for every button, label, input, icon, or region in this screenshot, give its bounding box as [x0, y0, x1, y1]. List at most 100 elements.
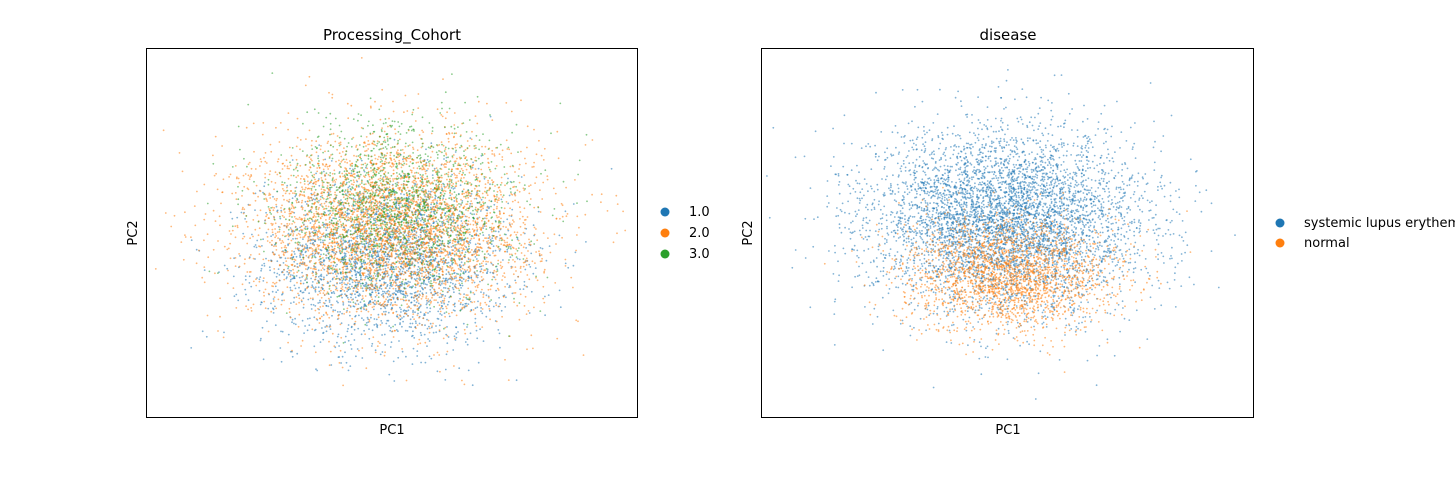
scatter-point — [434, 234, 437, 236]
scatter-point — [466, 215, 468, 218]
scatter-point — [514, 260, 516, 263]
scatter-point — [323, 276, 325, 279]
scatter-point — [480, 291, 482, 293]
scatter-point — [415, 230, 418, 233]
scatter-point — [344, 341, 346, 344]
scatter-point — [322, 267, 324, 269]
scatter-point — [262, 191, 264, 194]
scatter-point — [231, 217, 234, 220]
scatter-point — [254, 258, 256, 260]
scatter-point — [344, 335, 347, 338]
scatter-point — [333, 276, 335, 279]
scatter-point — [391, 272, 394, 274]
scatter-point — [377, 178, 380, 181]
scatter-point — [516, 231, 519, 234]
scatter-point — [394, 284, 397, 287]
scatter-point — [466, 338, 469, 341]
scatter-point — [354, 224, 357, 226]
scatter-point — [410, 301, 412, 304]
scatter-point — [297, 325, 300, 328]
scatter-point — [291, 223, 293, 225]
scatter-point — [410, 169, 413, 172]
scatter-point — [405, 234, 408, 237]
scatter-point — [275, 275, 278, 278]
scatter-point — [302, 248, 305, 251]
scatter-point — [371, 252, 374, 254]
scatter-point — [291, 250, 293, 252]
scatter-point — [417, 198, 420, 201]
scatter-point — [322, 235, 325, 238]
scatter-point — [494, 278, 497, 281]
scatter-point — [311, 270, 314, 273]
scatter-point — [318, 312, 320, 314]
scatter-point — [275, 245, 277, 248]
scatter-point — [368, 178, 371, 181]
scatter-point — [333, 169, 336, 172]
scatter-point — [352, 305, 355, 308]
scatter-point — [486, 270, 489, 273]
scatter-point — [260, 301, 263, 304]
scatter-point — [466, 343, 469, 346]
scatter-point — [290, 254, 293, 257]
scatter-point — [525, 285, 528, 288]
scatter-point — [482, 296, 485, 298]
scatter-point — [277, 298, 280, 301]
scatter-point — [293, 258, 296, 261]
scatter-point — [349, 344, 352, 346]
scatter-point — [444, 315, 446, 318]
scatter-point — [401, 270, 404, 273]
scatter-point — [328, 91, 330, 94]
scatter-point — [259, 158, 262, 161]
scatter-point — [358, 314, 360, 317]
scatter-point — [422, 255, 424, 258]
scatter-point — [442, 144, 445, 147]
scatter-point — [489, 271, 492, 274]
scatter-point — [291, 355, 294, 358]
scatter-point — [295, 158, 298, 161]
scatter-point — [391, 296, 394, 299]
scatter-point — [474, 222, 477, 224]
scatter-point — [184, 236, 187, 238]
scatter-point — [340, 160, 343, 163]
scatter-point — [406, 285, 409, 288]
scatter-point — [298, 297, 301, 300]
scatter-point — [325, 163, 328, 166]
scatter-point — [494, 249, 497, 252]
scatter-point — [313, 264, 315, 267]
scatter-point — [331, 292, 333, 294]
scatter-point — [435, 271, 438, 274]
scatter-point — [469, 212, 472, 215]
scatter-point — [444, 280, 447, 283]
scatter-point — [281, 162, 284, 165]
scatter-point — [354, 269, 356, 272]
scatter-point — [355, 252, 358, 255]
scatter-point — [487, 179, 489, 182]
scatter-point — [421, 295, 424, 298]
scatter-point — [513, 221, 515, 223]
scatter-point — [339, 250, 341, 252]
scatter-point — [456, 236, 458, 239]
scatter-point — [380, 158, 382, 161]
scatter-point — [295, 201, 298, 204]
scatter-point — [450, 168, 453, 171]
scatter-point — [325, 222, 327, 225]
scatter-point — [214, 272, 216, 275]
scatter-point — [523, 284, 526, 287]
scatter-point — [334, 273, 337, 275]
scatter-point — [414, 183, 417, 186]
scatter-point — [300, 299, 303, 302]
scatter-point — [250, 307, 253, 309]
scatter-point — [350, 325, 353, 328]
scatter-point — [430, 253, 433, 256]
scatter-point — [456, 174, 458, 177]
scatter-point — [473, 237, 475, 240]
scatter-point — [416, 227, 419, 230]
scatter-point — [349, 314, 351, 317]
scatter-point — [446, 334, 449, 337]
scatter-point — [477, 176, 479, 179]
scatter-point — [423, 314, 425, 317]
scatter-point — [459, 293, 462, 296]
scatter-point — [387, 299, 389, 302]
scatter-point — [444, 148, 447, 151]
scatter-point — [485, 294, 488, 297]
